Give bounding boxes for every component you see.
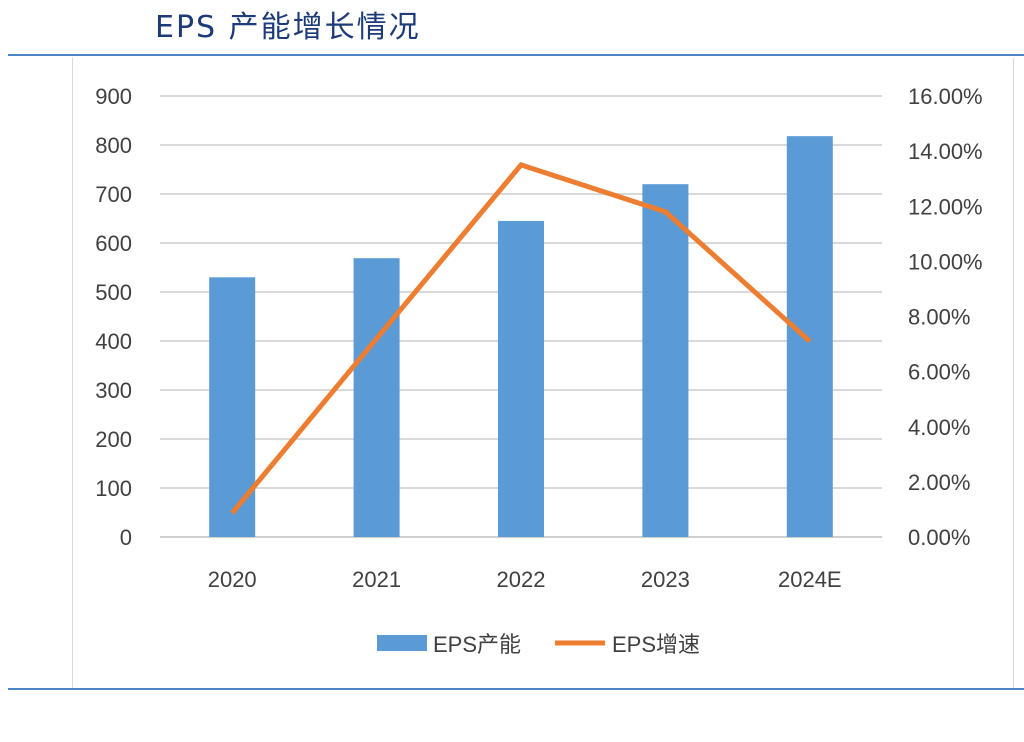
right-tick-label: 6.00% (908, 360, 970, 385)
x-tick-label: 2022 (497, 567, 546, 592)
left-tick-label: 300 (95, 378, 132, 403)
bar-2021 (353, 258, 400, 537)
right-tick-label: 2.00% (908, 470, 970, 495)
chart-panel (72, 58, 1014, 688)
x-tick-label: 2021 (352, 567, 401, 592)
right-tick-label: 8.00% (908, 305, 970, 330)
right-tick-label: 14.00% (908, 139, 983, 164)
legend-line-label: EPS增速 (612, 632, 700, 657)
x-tick-label: 2023 (641, 567, 690, 592)
bottom-divider (8, 688, 1024, 690)
left-tick-label: 700 (95, 182, 132, 207)
left-tick-label: 500 (95, 280, 132, 305)
bar-2023 (642, 184, 689, 537)
x-tick-label: 2024E (778, 567, 842, 592)
left-tick-label: 100 (95, 476, 132, 501)
left-tick-label: 600 (95, 231, 132, 256)
right-tick-label: 12.00% (908, 194, 983, 219)
right-tick-label: 16.00% (908, 84, 983, 109)
left-tick-label: 200 (95, 427, 132, 452)
bar-2024E (786, 136, 833, 537)
left-tick-label: 0 (120, 525, 132, 550)
legend-bar-label: EPS产能 (433, 632, 521, 657)
left-tick-label: 800 (95, 133, 132, 158)
right-tick-label: 10.00% (908, 249, 983, 274)
x-tick-label: 2020 (208, 567, 257, 592)
top-divider (8, 54, 1024, 56)
right-tick-label: 4.00% (908, 415, 970, 440)
bar-2022 (498, 220, 544, 537)
bar-2020 (209, 277, 256, 537)
chart-title: EPS 产能增长情况 (155, 10, 421, 45)
right-tick-label: 0.00% (908, 525, 970, 550)
legend-bar-swatch (377, 635, 427, 651)
left-tick-label: 400 (95, 329, 132, 354)
left-tick-label: 900 (95, 84, 132, 109)
